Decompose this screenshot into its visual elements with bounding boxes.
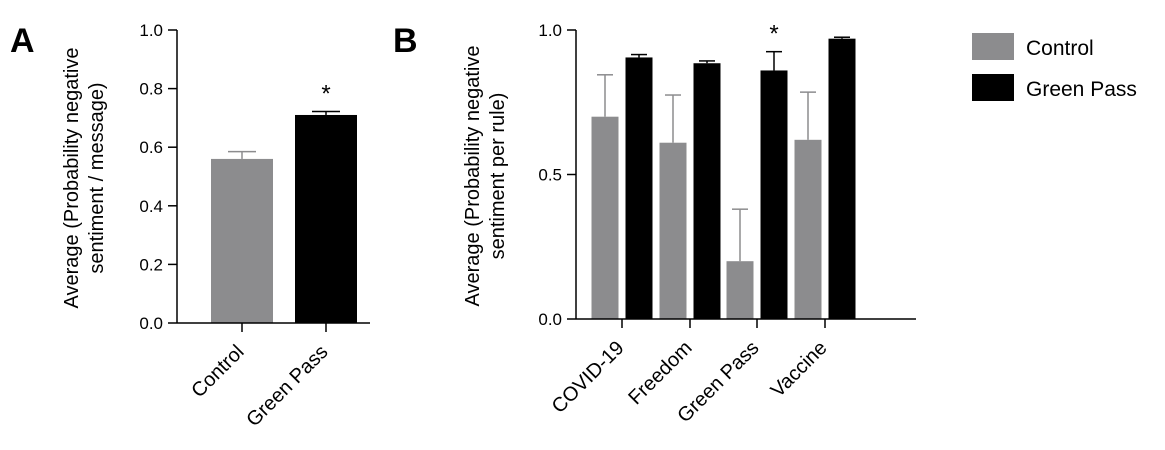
panel-b-y-tick-label: 0.0 <box>538 310 562 329</box>
panel-a-significance-marker: * <box>321 80 330 107</box>
panel-a-x-tick-label-green-pass: Green Pass <box>242 341 332 431</box>
panel-b-bar-green-pass-green-pass <box>760 70 788 320</box>
panel-b-bar-green-pass-control <box>726 261 754 319</box>
panel-b-bar-freedom-green-pass <box>693 63 721 319</box>
panel-b-y-axis-title: Average (Probability negative sentiment … <box>462 46 509 307</box>
legend-label-green-pass: Green Pass <box>1026 78 1137 101</box>
panel-b-y-tick-label: 0.5 <box>538 166 562 185</box>
panel-b-bar-freedom-control <box>659 142 687 319</box>
panel-a-bar-green-pass <box>295 114 357 323</box>
panel-b-letter: B <box>393 22 418 60</box>
panel-b-y-tick-label: 1.0 <box>538 21 562 40</box>
panel-a: A Average (Probability negative sentimen… <box>10 21 370 431</box>
panel-b-y-axis-title-line-1: Average (Probability negative <box>462 46 484 307</box>
panel-a-y-axis-title-line-2: sentiment / message) <box>86 82 108 273</box>
panel-a-letter: A <box>10 22 35 60</box>
panel-b-y-axis-title-line-2: sentiment per rule) <box>487 93 509 260</box>
legend-swatch-green-pass <box>972 74 1014 101</box>
legend-label-control: Control <box>1026 37 1094 60</box>
panel-a-bars: * <box>211 80 357 323</box>
panel-b-bar-vaccine-green-pass <box>828 38 856 320</box>
panel-a-y-tick-label: 0.2 <box>139 255 163 274</box>
panel-b-bar-covid-19-control <box>591 116 619 319</box>
panel-b-x-tick-label-covid-19: COVID-19 <box>548 337 629 418</box>
panel-a-bar-control <box>211 158 273 323</box>
panel-a-y-tick-label: 1.0 <box>139 21 163 40</box>
panel-b: B Average (Probability negative sentimen… <box>393 21 916 427</box>
panel-a-y-axis-title: Average (Probability negative sentiment … <box>61 48 108 309</box>
panel-a-x-tick-label-control: Control <box>187 341 248 402</box>
panel-b-bar-covid-19-green-pass <box>625 57 653 320</box>
panel-a-y-tick-label: 0.6 <box>139 138 163 157</box>
panel-a-y-axis: 0.0 0.2 0.4 0.6 0.8 1.0 <box>139 21 178 333</box>
panel-b-bar-vaccine-control <box>794 139 822 319</box>
panel-b-x-tick-label-vaccine: Vaccine <box>767 337 832 402</box>
legend-swatch-control <box>972 33 1014 60</box>
panel-a-y-axis-title-line-1: Average (Probability negative <box>61 48 83 309</box>
panel-b-bars: * <box>591 21 856 320</box>
panel-a-y-tick-label: 0.0 <box>139 314 163 333</box>
panel-b-y-axis: 0.0 0.5 1.0 <box>538 21 577 329</box>
panel-a-y-tick-label: 0.4 <box>139 197 163 216</box>
panel-a-y-tick-label: 0.8 <box>139 80 163 99</box>
panel-b-significance-marker: * <box>769 21 778 48</box>
legend: Control Green Pass <box>972 33 1137 101</box>
